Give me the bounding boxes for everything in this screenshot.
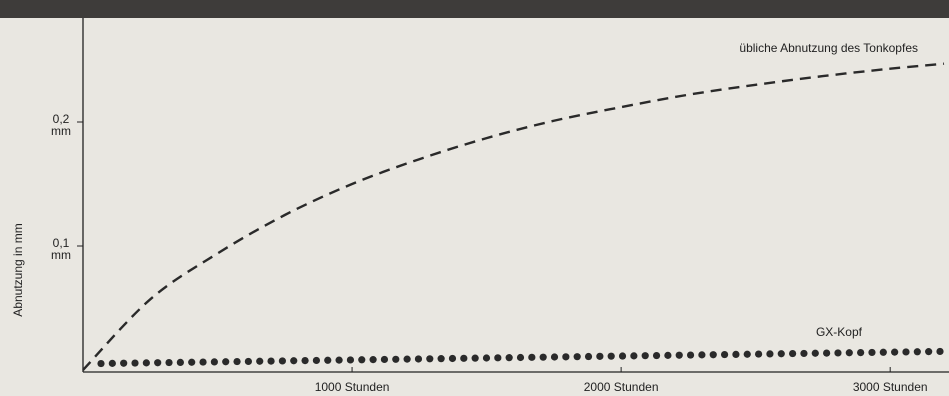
series-point-1-57 (743, 350, 751, 358)
series-point-1-62 (800, 349, 808, 358)
series-point-1-21 (335, 356, 343, 364)
series-point-1-58 (754, 350, 763, 358)
series-point-1-37 (516, 353, 525, 362)
series-point-1-40 (550, 353, 559, 361)
series-point-1-24 (369, 356, 377, 364)
series-point-1-6 (165, 358, 173, 367)
series-point-1-48 (641, 352, 649, 360)
series-point-1-43 (584, 352, 593, 361)
series-line-0 (82, 62, 945, 371)
series-point-1-23 (358, 356, 366, 364)
series-point-1-16 (278, 357, 287, 365)
series-point-1-3 (131, 359, 139, 367)
series-point-1-18 (301, 357, 309, 365)
series-point-1-67 (857, 349, 865, 357)
series-point-1-9 (199, 358, 207, 366)
series-point-1-31 (448, 354, 457, 363)
series-point-1-5 (154, 359, 162, 367)
series-point-1-22 (346, 356, 355, 364)
series-point-1-7 (176, 358, 184, 366)
labels-layer: 1000 Stunden 2000 Stunden 3000 Stunden0,1m… (11, 41, 928, 394)
series-point-1-38 (528, 353, 536, 361)
y-tick-label-1: 0,2 (53, 112, 70, 126)
series-point-1-33 (471, 354, 479, 362)
series-point-1-74 (936, 347, 944, 356)
series-point-1-34 (482, 354, 491, 362)
series-point-1-8 (188, 358, 196, 366)
x-tick-label-2: 3000 Stunden (853, 380, 928, 394)
series-point-1-69 (879, 348, 887, 356)
series-point-1-71 (902, 348, 910, 356)
series-point-1-51 (675, 351, 683, 359)
series-point-1-19 (312, 356, 321, 365)
series-point-1-56 (732, 350, 740, 358)
y-axis-title: Abnutzung in mm (11, 223, 25, 316)
series-point-1-10 (210, 358, 218, 366)
series-point-1-55 (720, 350, 729, 359)
series-point-1-15 (267, 357, 275, 365)
series-point-1-28 (414, 355, 423, 363)
y-tick-label-0: 0,1 (53, 236, 70, 250)
series-point-1-46 (618, 352, 627, 360)
series-point-1-50 (664, 351, 672, 359)
series-point-1-66 (845, 349, 853, 357)
series-point-1-63 (811, 349, 819, 357)
series-point-1-54 (709, 351, 717, 359)
series-point-1-36 (505, 354, 513, 362)
x-tick-label-1: 2000 Stunden (584, 380, 659, 394)
series-point-1-29 (426, 355, 434, 363)
x-tick-label-0: 1000 Stunden (315, 380, 390, 394)
series-point-1-2 (120, 359, 128, 367)
series-point-1-20 (324, 356, 332, 364)
series-point-1-53 (698, 351, 706, 359)
series-point-1-35 (494, 354, 502, 362)
series-point-1-27 (403, 355, 411, 363)
series-point-1-61 (789, 349, 797, 358)
series-layer (82, 62, 945, 371)
y-tick-unit-1: mm (51, 124, 71, 138)
series-point-1-14 (256, 357, 264, 365)
series-point-1-11 (222, 358, 230, 366)
series-label-1: GX-Kopf (816, 325, 863, 339)
series-point-1-60 (777, 350, 785, 358)
series-point-1-30 (437, 355, 445, 363)
series-point-1-73 (925, 348, 933, 356)
series-point-1-47 (630, 352, 638, 360)
top-dark-band (0, 0, 949, 18)
series-label-0: übliche Abnutzung des Tonkopfes (739, 41, 918, 55)
series-point-1-0 (97, 359, 105, 368)
series-point-1-49 (652, 351, 661, 360)
series-point-1-70 (891, 348, 899, 356)
series-point-1-44 (596, 352, 604, 360)
series-point-1-4 (142, 359, 150, 367)
series-point-1-52 (686, 351, 695, 359)
series-dots-1 (97, 347, 944, 368)
series-point-1-41 (562, 353, 570, 361)
series-point-1-68 (868, 348, 876, 357)
series-point-1-42 (573, 353, 581, 361)
series-point-1-59 (766, 350, 774, 358)
series-point-1-45 (607, 352, 615, 360)
series-point-1-32 (460, 354, 468, 362)
axes (77, 18, 949, 373)
series-point-1-17 (290, 357, 298, 365)
series-point-1-13 (244, 357, 252, 366)
series-point-1-65 (834, 349, 842, 357)
series-point-1-72 (913, 348, 921, 356)
series-point-1-12 (233, 357, 241, 366)
series-point-1-1 (108, 359, 116, 367)
series-point-1-25 (380, 355, 389, 364)
series-point-1-64 (823, 349, 831, 357)
series-point-1-26 (392, 355, 400, 363)
series-point-1-39 (539, 353, 547, 361)
y-tick-unit-0: mm (51, 248, 71, 262)
